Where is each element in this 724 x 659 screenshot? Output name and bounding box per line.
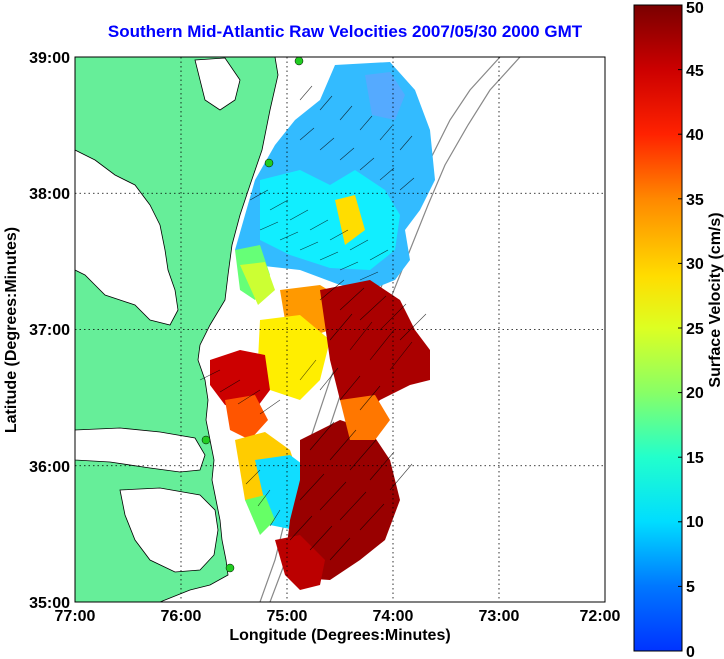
y-tick-label: 37:00 — [29, 322, 70, 339]
pamlico-sound — [119, 487, 219, 573]
x-tick-label: 73:00 — [479, 608, 520, 625]
colorbar-gradient — [633, 4, 683, 652]
x-tick-label: 77:00 — [55, 608, 96, 625]
colorbar-tick-label: 20 — [686, 385, 704, 402]
colorbar: 0 5 10 15 20 25 30 35 40 45 50 Surface V… — [633, 0, 724, 659]
y-axis-label: Latitude (Degrees:Minutes) — [3, 227, 20, 433]
y-tick-label: 35:00 — [29, 595, 70, 612]
station-marker — [225, 563, 235, 573]
x-tick-label: 72:00 — [580, 608, 621, 625]
station-marker — [201, 435, 211, 445]
x-axis: 77:00 76:00 75:00 74:00 73:00 72:00 Long… — [55, 608, 621, 644]
velocity-field — [210, 62, 435, 590]
station-marker — [294, 57, 304, 66]
colorbar-tick-label: 10 — [686, 514, 704, 531]
hf-radar-stations — [201, 57, 304, 573]
delaware-bay — [194, 57, 241, 111]
grid-lines — [75, 57, 605, 602]
plot-frame — [74, 56, 606, 603]
chesapeake-bay — [75, 149, 179, 326]
colorbar-tick-label: 35 — [686, 192, 704, 209]
x-tick-label: 74:00 — [373, 608, 414, 625]
y-tick-label: 39:00 — [29, 50, 70, 67]
y-tick-label: 36:00 — [29, 459, 70, 476]
colorbar-tick-label: 15 — [686, 450, 704, 467]
colorbar-tick-label: 25 — [686, 321, 704, 338]
colorbar-tick-label: 5 — [686, 579, 695, 596]
colorbar-tick-label: 45 — [686, 63, 704, 80]
colorbar-label: Surface Velocity (cm/s) — [707, 212, 724, 387]
x-axis-label: Longitude (Degrees:Minutes) — [229, 627, 450, 644]
colorbar-tick-label: 40 — [686, 127, 704, 144]
map-title: Southern Mid-Atlantic Raw Velocities 200… — [107, 22, 583, 41]
x-tick-label: 76:00 — [161, 608, 202, 625]
colorbar-tick-label: 0 — [686, 644, 695, 659]
station-marker — [264, 158, 274, 168]
colorbar-tick-label: 30 — [686, 256, 704, 273]
x-tick-label: 75:00 — [267, 608, 308, 625]
velocity-vectors — [199, 85, 427, 561]
y-tick-label: 38:00 — [29, 186, 70, 203]
colorbar-tick-label: 50 — [686, 0, 704, 17]
colorbar-ticks — [678, 4, 682, 652]
y-axis: 39:00 38:00 37:00 36:00 35:00 Latitude (… — [3, 50, 70, 612]
albemarle-sound — [75, 427, 206, 473]
